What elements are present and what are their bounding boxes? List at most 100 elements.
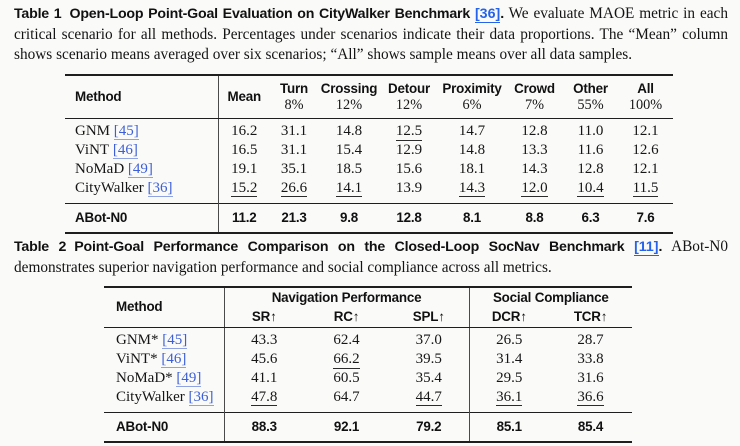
value-text: 26.5 — [496, 332, 523, 349]
method-label: ViNT — [75, 142, 113, 158]
table1-caption: Table 1 Open-Loop Point-Goal Evaluation o… — [14, 4, 728, 66]
value-text: 18.5 — [335, 161, 363, 177]
value-text: 15.2 — [231, 179, 258, 198]
value-text: 14.7 — [458, 123, 486, 140]
value-text: 28.7 — [577, 332, 604, 349]
value-text: 12.8 — [577, 161, 604, 177]
value-text: 35.1 — [280, 161, 308, 177]
value-cell: 14.8 — [318, 118, 380, 141]
value-text: 19.1 — [231, 161, 258, 177]
table-row: CityWalker [36] 15.2 26.6 14.1 13.9 14.3 12.0 1… — [65, 179, 673, 203]
value-text: 31.4 — [496, 351, 523, 367]
value-cell: 11.6 — [563, 141, 618, 160]
value-text: 12.0 — [521, 179, 548, 198]
value-text: 10.4 — [577, 179, 604, 198]
value-cell: 35.4 — [389, 369, 470, 388]
citation-link[interactable]: [36] — [474, 6, 501, 23]
table-row: GNM* [45] 43.3 62.4 37.0 26.5 28.7 — [104, 327, 632, 350]
value-cell: 62.4 — [304, 327, 389, 350]
method-label: GNM* — [116, 332, 163, 349]
value-cell: 14.3 — [506, 160, 563, 179]
citation-link[interactable]: [36] — [147, 179, 173, 197]
value-text: 35.4 — [415, 370, 442, 386]
value-text: 31.6 — [577, 370, 604, 386]
value-cell: 15.2 — [218, 179, 270, 203]
citation-link[interactable]: [49] — [176, 370, 202, 387]
value-cell: 21.3 — [270, 202, 318, 233]
citation-link[interactable]: [11] — [634, 239, 659, 256]
table2-closedloop-socnav: Method Navigation Performance Social Com… — [104, 286, 633, 443]
value-text: 14.3 — [521, 161, 548, 177]
method-label: CityWalker — [75, 179, 148, 196]
value-text: 12.5 — [395, 123, 423, 141]
value-text: 37.0 — [415, 332, 442, 349]
value-cell: 18.5 — [318, 160, 380, 179]
value-cell: 31.1 — [270, 118, 318, 141]
value-cell: 7.6 — [618, 202, 673, 233]
method-cell: ABot-N0 — [104, 411, 225, 442]
col-header-method: Method — [104, 287, 225, 328]
abot-row: ABot-N0 88.3 92.1 79.2 85.1 85.4 — [104, 411, 633, 442]
value-cell: 36.6 — [549, 388, 632, 412]
table-row: NoMaD [49] 19.1 35.1 18.5 15.6 18.1 14.3 12.8 12… — [65, 160, 673, 179]
method-label: NoMaD — [75, 161, 128, 177]
value-cell: 12.8 — [506, 118, 563, 141]
value-cell: 33.8 — [549, 350, 632, 369]
table1-caption-title: Open-Loop Point-Goal Evaluation on CityW… — [69, 6, 471, 22]
caption-period: . — [658, 239, 663, 255]
value-text: 14.8 — [458, 142, 486, 158]
citation-link[interactable]: [49] — [127, 161, 153, 178]
table-row: NoMaD* [49] 41.1 60.5 35.4 29.5 31.6 — [104, 369, 632, 388]
value-cell: 15.6 — [380, 160, 438, 179]
method-cell: CityWalker [36] — [65, 179, 219, 203]
citation-link[interactable]: [45] — [113, 123, 139, 141]
value-cell: 60.5 — [304, 369, 389, 388]
citation-link[interactable]: [46] — [161, 351, 187, 368]
value-text: 12.9 — [395, 142, 423, 158]
value-text: 43.3 — [251, 332, 278, 349]
value-text: 26.6 — [280, 179, 308, 198]
value-cell: 37.0 — [389, 327, 470, 350]
value-text: 11.5 — [632, 179, 659, 198]
citation-link[interactable]: [46] — [112, 142, 138, 159]
col-header-detour: Detour 12% — [380, 75, 438, 119]
table2-group-header-row: Method Navigation Performance Social Com… — [104, 287, 632, 328]
value-text: 18.1 — [458, 161, 486, 177]
value-cell: 12.8 — [380, 202, 438, 233]
value-cell: 47.8 — [224, 388, 304, 412]
value-text: 12.1 — [632, 123, 659, 140]
value-cell: 14.8 — [438, 141, 506, 160]
table2-caption: Table 2 Point-Goal Performance Comparison… — [14, 237, 728, 278]
value-text: 62.4 — [333, 332, 360, 349]
value-cell: 31.1 — [270, 141, 318, 160]
citation-link[interactable]: [45] — [162, 332, 188, 350]
value-cell: 41.1 — [224, 369, 304, 388]
value-text: 31.1 — [280, 142, 308, 158]
col-header-spl: SPL↑ — [389, 307, 470, 328]
method-cell: GNM* [45] — [104, 327, 225, 350]
value-text: 14.3 — [458, 179, 486, 198]
col-header-sr: SR↑ — [224, 307, 304, 328]
value-cell: 15.4 — [318, 141, 380, 160]
citation-link[interactable]: [36] — [188, 388, 214, 406]
value-text: 16.2 — [231, 123, 258, 140]
value-text: 13.3 — [521, 142, 548, 158]
value-cell: 79.2 — [389, 411, 470, 442]
table2-subheader-row: SR↑ RC↑ SPL↑ DCR↑ TCR↑ — [104, 307, 633, 328]
table2-caption-title: Point-Goal Performance Comparison on the… — [74, 239, 625, 255]
value-text: 13.9 — [395, 179, 423, 196]
method-cell: CityWalker [36] — [104, 388, 225, 412]
value-text: 39.5 — [415, 351, 442, 367]
value-cell: 92.1 — [304, 411, 389, 442]
value-cell: 12.1 — [618, 118, 673, 141]
value-text: 41.1 — [251, 370, 278, 386]
value-cell: 11.2 — [218, 202, 270, 233]
value-text: 60.5 — [333, 370, 360, 386]
value-cell: 88.3 — [224, 411, 304, 442]
value-cell: 64.7 — [304, 388, 389, 412]
table1-openloop-citywalker: Method Mean Turn 8% Crossing 12% Detour 12%… — [65, 74, 673, 234]
value-cell: 26.6 — [270, 179, 318, 203]
value-cell: 8.1 — [438, 202, 506, 233]
value-cell: 39.5 — [389, 350, 470, 369]
